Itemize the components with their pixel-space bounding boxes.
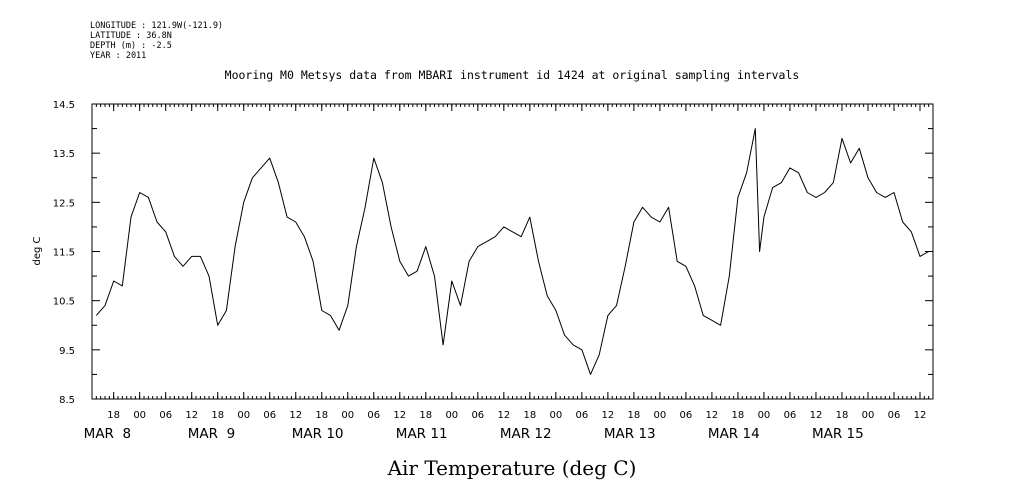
x-hour-tick-label: 06 (680, 410, 693, 421)
latitude-text: LATITUDE : 36.8N (90, 31, 172, 41)
x-day-label: MAR 8 (84, 426, 131, 442)
x-hour-tick-label: 18 (732, 410, 745, 421)
y-tick-label: 14.5 (53, 100, 75, 111)
y-tick-label: 10.5 (53, 297, 75, 308)
x-hour-tick-label: 18 (107, 410, 120, 421)
x-hour-tick-label: 12 (185, 410, 198, 421)
x-hour-tick-label: 06 (888, 410, 901, 421)
plot-frame (91, 103, 934, 400)
x-axis-label: Air Temperature (deg C) (387, 456, 637, 480)
x-hour-tick-label: 06 (367, 410, 380, 421)
y-tick-label: 12.5 (53, 198, 75, 209)
x-hour-tick-label: 12 (810, 410, 823, 421)
x-day-label: MAR 11 (396, 426, 448, 442)
x-hour-tick-label: 18 (419, 410, 432, 421)
x-hour-tick-label: 18 (211, 410, 224, 421)
x-hour-tick-label: 12 (497, 410, 510, 421)
chart-title: Mooring M0 Metsys data from MBARI instru… (225, 68, 800, 82)
x-hour-tick-label: 12 (706, 410, 719, 421)
metadata-block: LONGITUDE : 121.9W(-121.9) LATITUDE : 36… (90, 21, 223, 61)
x-day-label: MAR 13 (604, 426, 656, 442)
year-text: YEAR : 2011 (90, 51, 147, 61)
x-hour-tick-label: 00 (445, 410, 458, 421)
x-hour-tick-label: 00 (758, 410, 771, 421)
x-hour-tick-label: 00 (133, 410, 146, 421)
x-hour-tick-label: 12 (393, 410, 406, 421)
x-hour-tick-label: 18 (315, 410, 328, 421)
x-day-label: MAR 10 (292, 426, 344, 442)
x-hour-tick-label: 06 (784, 410, 797, 421)
x-hour-tick-label: 12 (914, 410, 927, 421)
x-hour-tick-label: 18 (836, 410, 849, 421)
longitude-text: LONGITUDE : 121.9W(-121.9) (90, 21, 224, 31)
x-day-label: MAR 15 (812, 426, 864, 442)
x-hour-tick-label: 12 (602, 410, 615, 421)
depth-text: DEPTH (m) : -2.5 (90, 41, 172, 51)
x-hour-tick-label: 06 (575, 410, 588, 421)
x-hour-tick-label: 06 (263, 410, 276, 421)
y-tick-label: 11.5 (53, 248, 75, 259)
series-line-0 (95, 128, 929, 375)
y-tick-label: 13.5 (53, 149, 75, 160)
x-hour-tick-label: 06 (471, 410, 484, 421)
y-tick-label: 8.5 (59, 395, 75, 406)
x-hour-tick-label: 12 (289, 410, 302, 421)
x-hour-tick-label: 18 (523, 410, 536, 421)
x-day-label: MAR 12 (500, 426, 552, 442)
x-hour-tick-label: 06 (159, 410, 172, 421)
x-day-label: MAR 9 (188, 426, 235, 442)
x-hour-tick-label: 00 (654, 410, 667, 421)
y-axis-label: deg C (32, 236, 43, 265)
x-hour-tick-label: 00 (341, 410, 354, 421)
x-hour-tick-label: 18 (628, 410, 641, 421)
x-hour-tick-label: 00 (549, 410, 562, 421)
y-tick-label: 9.5 (59, 346, 75, 357)
x-hour-tick-label: 00 (862, 410, 875, 421)
x-day-label: MAR 14 (708, 426, 760, 442)
x-hour-tick-label: 00 (237, 410, 250, 421)
